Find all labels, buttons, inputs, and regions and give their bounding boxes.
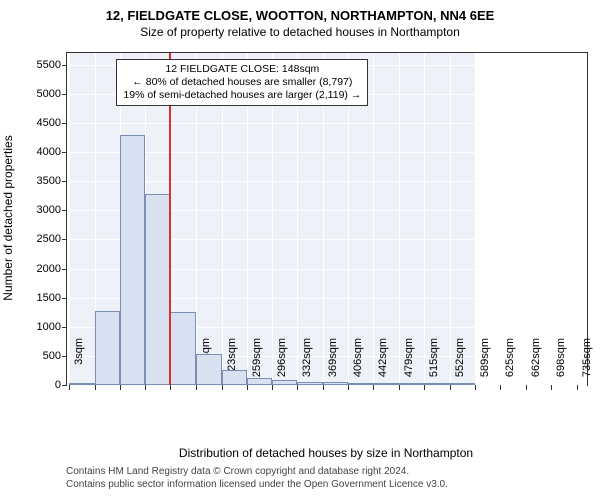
y-tick-label: 5500 — [37, 59, 67, 71]
histogram-bar — [120, 135, 146, 385]
x-tick-label: 735sqm — [581, 332, 593, 393]
y-tick-label: 500 — [43, 350, 67, 362]
annotation-box: 12 FIELDGATE CLOSE: 148sqm← 80% of detac… — [116, 59, 368, 106]
y-tick-label: 3500 — [37, 175, 67, 187]
grid-line-v — [526, 53, 527, 385]
x-tick-mark — [69, 385, 70, 390]
chart-subtitle: Size of property relative to detached ho… — [0, 23, 600, 39]
y-tick-label: 0 — [55, 379, 67, 391]
grid-line-v — [450, 53, 451, 385]
annotation-line1: 12 FIELDGATE CLOSE: 148sqm — [123, 63, 361, 76]
x-tick-mark — [348, 385, 349, 390]
y-tick-label: 2500 — [37, 233, 67, 245]
x-tick-mark — [196, 385, 197, 390]
histogram-bar — [196, 354, 222, 385]
x-tick-label: 625sqm — [504, 332, 516, 393]
y-tick-label: 1500 — [37, 292, 67, 304]
x-tick-mark — [95, 385, 96, 390]
grid-line-v — [424, 53, 425, 385]
x-tick-mark — [373, 385, 374, 390]
histogram-bar — [297, 382, 323, 385]
x-tick-mark — [399, 385, 400, 390]
footer: Contains HM Land Registry data © Crown c… — [66, 466, 448, 491]
histogram-bar — [323, 382, 349, 385]
x-tick-mark — [145, 385, 146, 390]
x-tick-mark — [450, 385, 451, 390]
x-tick-mark — [551, 385, 552, 390]
x-tick-mark — [526, 385, 527, 390]
footer-line1: Contains HM Land Registry data © Crown c… — [66, 466, 448, 479]
x-tick-mark — [222, 385, 223, 390]
chart-container: 12, FIELDGATE CLOSE, WOOTTON, NORTHAMPTO… — [0, 0, 600, 500]
x-tick-label: 589sqm — [479, 332, 491, 393]
histogram-bar — [145, 194, 170, 385]
histogram-bar — [399, 383, 424, 385]
histogram-bar — [247, 378, 273, 385]
histogram-bar — [170, 312, 196, 385]
histogram-bar — [222, 370, 247, 385]
plot-area: 0500100015002000250030003500400045005000… — [66, 52, 588, 386]
annotation-line2: ← 80% of detached houses are smaller (8,… — [123, 76, 361, 89]
y-axis-label: Number of detached properties — [1, 135, 15, 300]
histogram-bar — [69, 383, 95, 385]
y-tick-label: 5000 — [37, 88, 67, 100]
y-tick-label: 4000 — [37, 146, 67, 158]
chart-title: 12, FIELDGATE CLOSE, WOOTTON, NORTHAMPTO… — [0, 0, 600, 23]
annotation-line3: 19% of semi-detached houses are larger (… — [123, 89, 361, 102]
grid-line-v — [373, 53, 374, 385]
x-tick-mark — [424, 385, 425, 390]
x-tick-mark — [475, 385, 476, 390]
x-tick-mark — [272, 385, 273, 390]
x-tick-mark — [120, 385, 121, 390]
x-tick-mark — [323, 385, 324, 390]
x-tick-mark — [170, 385, 171, 390]
histogram-bar — [95, 311, 120, 385]
histogram-bar — [450, 383, 476, 385]
x-axis-label: Distribution of detached houses by size … — [179, 446, 473, 460]
histogram-bar — [424, 383, 450, 385]
y-tick-label: 1000 — [37, 321, 67, 333]
histogram-bar — [348, 383, 373, 385]
histogram-bar — [272, 380, 297, 385]
grid-line-v — [577, 53, 578, 385]
grid-line-v — [500, 53, 501, 385]
x-tick-label: 662sqm — [530, 332, 542, 393]
grid-line-v — [475, 53, 476, 385]
x-tick-label: 698sqm — [555, 332, 567, 393]
grid-line-v — [69, 53, 70, 385]
y-tick-label: 4500 — [37, 117, 67, 129]
grid-line-v — [551, 53, 552, 385]
grid-line-v — [399, 53, 400, 385]
x-tick-mark — [247, 385, 248, 390]
y-tick-label: 3000 — [37, 204, 67, 216]
y-tick-label: 2000 — [37, 263, 67, 275]
x-tick-mark — [297, 385, 298, 390]
histogram-bar — [373, 383, 399, 385]
x-tick-mark — [500, 385, 501, 390]
x-tick-mark — [577, 385, 578, 390]
footer-line2: Contains public sector information licen… — [66, 479, 448, 492]
